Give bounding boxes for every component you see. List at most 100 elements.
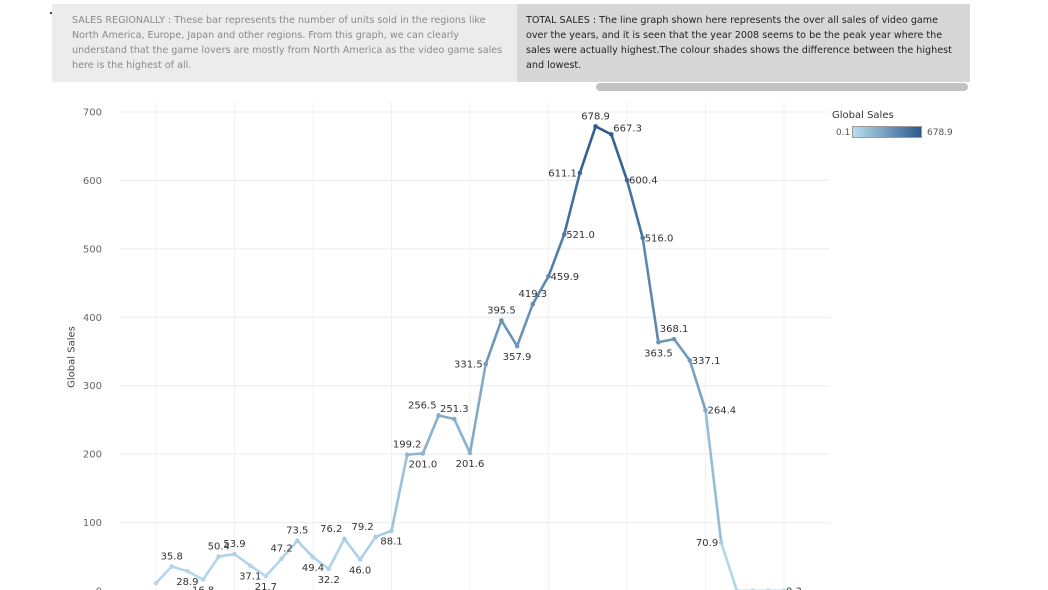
data-label: 70.9: [696, 538, 718, 549]
series-line-segment: [484, 319, 503, 366]
series-line-segment: [531, 274, 550, 306]
data-point: [232, 551, 237, 557]
data-label: 521.0: [566, 230, 595, 241]
data-label: 667.3: [613, 123, 642, 134]
data-label: 21.7: [255, 582, 277, 590]
series-line-segment: [515, 302, 535, 348]
series-line-segment: [719, 541, 739, 590]
data-point: [185, 568, 190, 574]
series-line-segment: [374, 529, 393, 539]
series-line-segment: [421, 414, 440, 455]
series-line-segment: [327, 537, 346, 571]
data-point: [452, 416, 457, 422]
series-line-segment: [625, 178, 645, 240]
data-point: [593, 124, 598, 129]
data-label: 600.4: [629, 176, 658, 187]
data-label: 79.2: [352, 522, 374, 533]
data-point: [687, 358, 693, 363]
series-line-segment: [704, 408, 723, 544]
data-point: [153, 580, 159, 586]
data-point: [577, 170, 583, 176]
data-label: 37.1: [239, 572, 261, 583]
data-point: [467, 450, 473, 456]
legend-min-value: 0.1: [836, 128, 851, 138]
data-point: [703, 407, 708, 413]
series-line-segment: [295, 539, 315, 559]
data-label: 264.4: [708, 406, 737, 417]
data-label: 395.5: [487, 305, 516, 316]
series-line-segment: [609, 133, 629, 182]
data-point: [200, 577, 206, 582]
series-line-segment: [547, 233, 566, 278]
data-point: [718, 540, 724, 545]
data-label: 76.2: [320, 524, 342, 535]
series-line-segment: [264, 557, 283, 578]
data-point: [357, 557, 363, 562]
series-line-segment: [437, 414, 456, 421]
data-label: 53.9: [223, 539, 245, 550]
series-line-segment: [343, 537, 362, 561]
data-point: [561, 232, 567, 237]
data-point: [404, 452, 410, 457]
data-point: [342, 536, 347, 542]
series-line-segment: [657, 337, 676, 344]
data-point: [216, 554, 222, 559]
series-line-segment: [154, 565, 173, 585]
data-label: 46.0: [349, 566, 371, 577]
data-point: [169, 564, 174, 569]
data-label: 201.0: [409, 459, 438, 470]
data-label: 16.8: [192, 586, 214, 590]
data-label: 459.9: [551, 272, 580, 283]
series-line-segment: [641, 236, 660, 344]
y-tick-label: 700: [83, 108, 102, 119]
data-label: 199.2: [393, 440, 422, 451]
series-line-segment: [217, 552, 236, 558]
series-line-segment: [500, 319, 519, 348]
data-label: 363.5: [644, 348, 673, 359]
data-point: [671, 336, 677, 342]
series-line-segment: [468, 362, 488, 455]
series-line-segment: [233, 552, 252, 567]
series-line-segment: [170, 565, 189, 573]
legend-max-value: 678.9: [927, 128, 953, 138]
data-label: 88.1: [380, 537, 402, 548]
y-tick-label: 100: [83, 518, 102, 529]
data-label: 251.3: [440, 404, 469, 415]
tab-total-sales-text: TOTAL SALES : The line graph shown here …: [526, 15, 952, 71]
series-line-segment: [358, 535, 378, 561]
data-point: [640, 235, 645, 241]
tab-sales-regionally-text: SALES REGIONALLY : These bar represents …: [72, 15, 503, 71]
data-label: 368.1: [660, 324, 689, 335]
data-label: 73.5: [286, 526, 308, 537]
series-line-segment: [186, 569, 205, 581]
series-line-segment: [390, 453, 409, 533]
data-label: 419.3: [518, 289, 547, 300]
tab-total-sales[interactable]: TOTAL SALES : The line graph shown here …: [517, 4, 970, 82]
data-label: 357.9: [503, 352, 532, 363]
data-label: 331.5: [454, 360, 483, 371]
series-line-segment: [405, 452, 425, 456]
data-label: 678.9: [581, 111, 610, 122]
data-label: 50.4: [208, 542, 230, 553]
data-point: [514, 343, 520, 349]
y-tick-label: 0: [96, 587, 102, 590]
data-label: 516.0: [645, 233, 674, 244]
data-point: [436, 413, 441, 418]
data-point: [389, 528, 394, 534]
legend-title: Global Sales: [832, 110, 894, 121]
data-point: [624, 177, 630, 183]
data-point: [499, 318, 504, 323]
series-line-segment: [672, 337, 692, 362]
horizontal-scrollbar[interactable]: [596, 83, 968, 91]
data-point: [326, 566, 332, 572]
tab-sales-regionally[interactable]: SALES REGIONALLY : These bar represents …: [52, 4, 517, 82]
data-label: 32.2: [318, 575, 340, 586]
y-tick-label: 400: [83, 313, 102, 324]
data-point: [373, 534, 379, 540]
data-label: 49.4: [302, 563, 324, 574]
series-line-segment: [594, 125, 613, 136]
series-line-segment: [311, 555, 331, 571]
series-line-segment: [452, 417, 472, 455]
y-tick-label: 600: [83, 176, 102, 187]
color-legend-gradient: [852, 126, 922, 138]
